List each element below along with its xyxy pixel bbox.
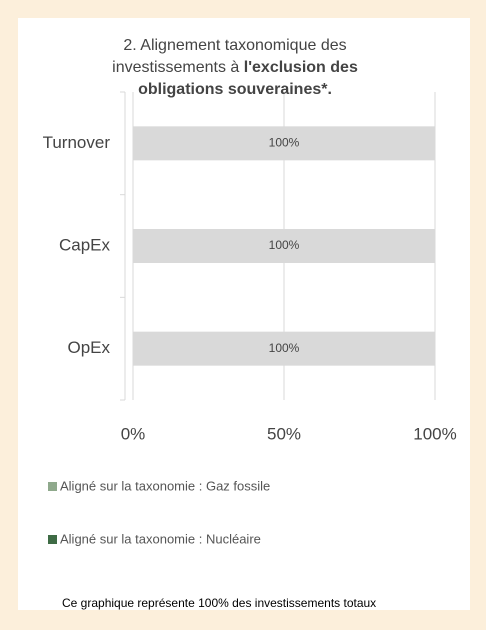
title-bold: l'exclusion des obligations souveraines*…: [138, 59, 358, 98]
value-label: 100%: [269, 136, 300, 150]
x-tick-label: 0%: [121, 424, 146, 443]
y-tick-label: OpEx: [67, 338, 110, 357]
footnote: Ce graphique représente 100% des investi…: [62, 596, 376, 610]
y-tick-label: CapEx: [59, 235, 111, 254]
x-tick-label: 50%: [267, 424, 301, 443]
chart-title: 2. Alignement taxonomique des investisse…: [95, 35, 375, 101]
legend-label: Aligné sur la taxonomie : Nucléaire: [60, 531, 261, 546]
title-regular: 2. Alignement taxonomique des investisse…: [112, 37, 347, 76]
legend-swatch: [48, 535, 57, 544]
value-label: 100%: [269, 238, 300, 252]
x-tick-label: 100%: [413, 424, 456, 443]
y-tick-label: Turnover: [43, 133, 111, 152]
legend-label: Aligné sur la taxonomie : Gaz fossile: [60, 478, 270, 493]
bar: [133, 126, 435, 161]
bar: [133, 331, 435, 366]
bar: [133, 229, 435, 263]
panel: [18, 18, 470, 610]
legend-swatch: [48, 482, 57, 491]
value-label: 100%: [269, 341, 300, 355]
